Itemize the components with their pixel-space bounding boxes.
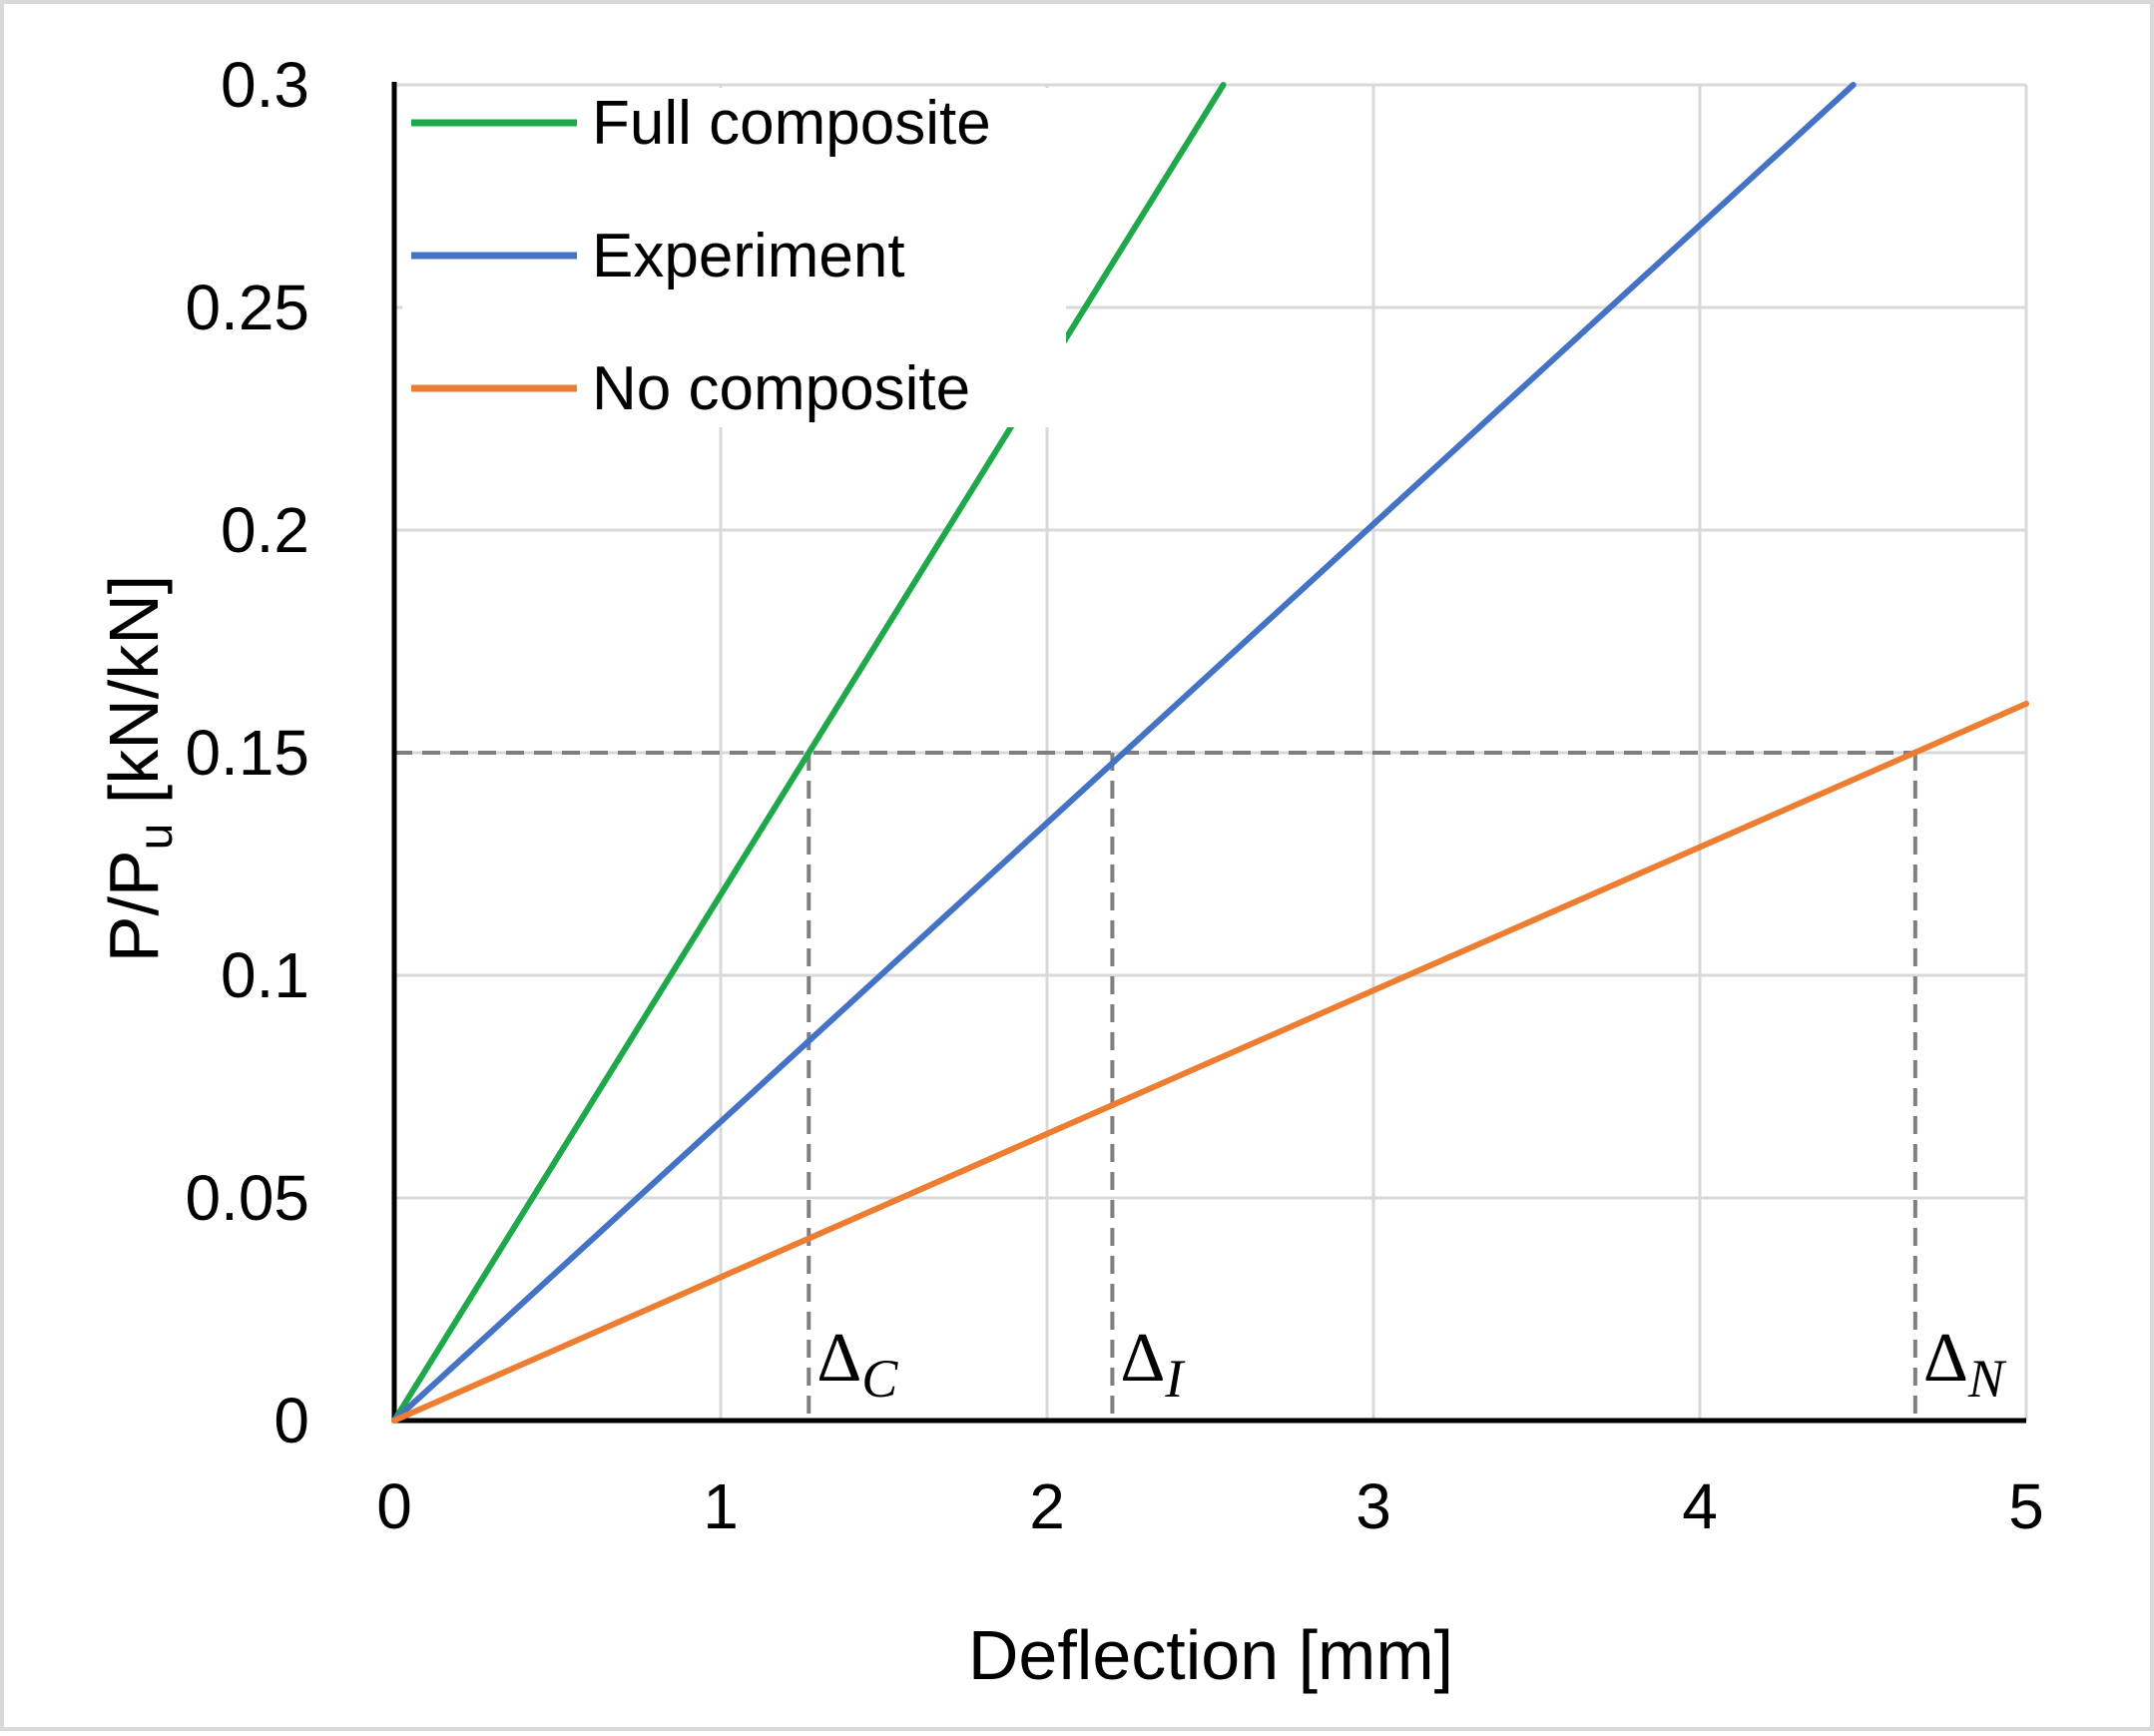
series-line-experiment bbox=[391, 82, 1857, 1424]
marker-label-delta-i: ΔI bbox=[1120, 1320, 1186, 1409]
series-line-no-composite bbox=[391, 700, 2029, 1424]
y-tick-label-5: 0.25 bbox=[185, 272, 309, 343]
marker-label-delta-n: ΔN bbox=[1923, 1320, 2007, 1409]
marker-label-base: Δ bbox=[1923, 1320, 1968, 1397]
legend: Full composite Experiment No composite bbox=[402, 88, 1066, 427]
marker-label-subscript: I bbox=[1164, 1349, 1186, 1409]
x-tick-label-2: 2 bbox=[1029, 1470, 1065, 1542]
y-axis-title-main: P/P bbox=[95, 850, 173, 962]
marker-label-base: Δ bbox=[1120, 1320, 1165, 1397]
legend-label-no-composite: No composite bbox=[592, 354, 970, 423]
y-axis-title: P/Pu [kN/kN] bbox=[95, 575, 183, 962]
x-axis-title: Deflection [mm] bbox=[968, 1616, 1453, 1694]
series-line-full-composite bbox=[391, 82, 1227, 1424]
y-tick-label-4: 0.2 bbox=[221, 494, 309, 566]
axes bbox=[391, 82, 2026, 1424]
marker-label-base: Δ bbox=[816, 1320, 861, 1397]
x-tick-label-4: 4 bbox=[1682, 1470, 1718, 1542]
y-tick-label-0: 0 bbox=[273, 1385, 309, 1456]
y-tick-label-6: 0.3 bbox=[221, 49, 309, 121]
x-tick-label-1: 1 bbox=[703, 1470, 739, 1542]
x-tick-label-5: 5 bbox=[2008, 1470, 2044, 1542]
x-tick-label-3: 3 bbox=[1355, 1470, 1391, 1542]
reference-lines bbox=[394, 751, 1917, 1421]
x-tick-label-0: 0 bbox=[376, 1470, 412, 1542]
y-tick-label-2: 0.1 bbox=[221, 939, 309, 1011]
y-axis-title-subscript: u bbox=[130, 824, 183, 851]
marker-label-subscript: C bbox=[861, 1349, 898, 1409]
marker-labels: ΔC ΔI ΔN bbox=[816, 1320, 2007, 1409]
y-axis-title-unit: [kN/kN] bbox=[95, 575, 173, 824]
legend-label-full-composite: Full composite bbox=[592, 89, 991, 158]
y-tick-label-1: 0.05 bbox=[185, 1162, 309, 1234]
tick-labels: 0 1 2 3 4 5 0 0.05 0.1 0.15 0.2 0.25 0.3 bbox=[185, 49, 2043, 1542]
marker-label-subscript: N bbox=[1967, 1349, 2007, 1409]
series-lines bbox=[391, 82, 2029, 1424]
legend-label-experiment: Experiment bbox=[592, 222, 905, 290]
marker-label-delta-c: ΔC bbox=[816, 1320, 898, 1409]
y-tick-label-3: 0.15 bbox=[185, 717, 309, 789]
